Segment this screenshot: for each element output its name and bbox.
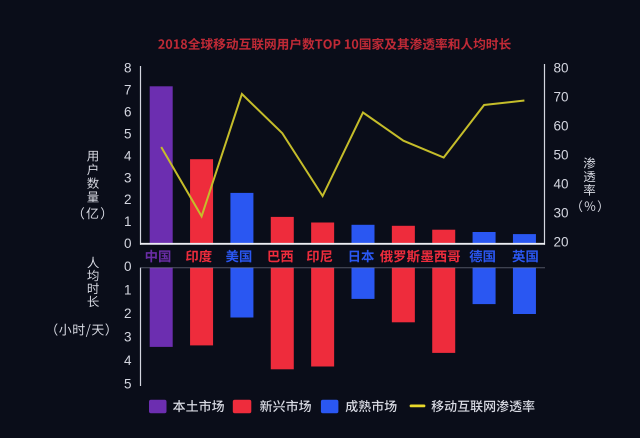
svg-text:5: 5 (124, 377, 132, 392)
svg-text:30: 30 (554, 206, 569, 221)
svg-text:3: 3 (124, 170, 132, 185)
svg-text:0: 0 (124, 236, 132, 251)
svg-text:2: 2 (124, 192, 132, 207)
svg-text:80: 80 (554, 61, 569, 76)
svg-text:7: 7 (124, 83, 132, 98)
svg-text:4: 4 (124, 353, 132, 368)
svg-text:5: 5 (124, 127, 132, 142)
svg-text:1: 1 (124, 282, 132, 297)
svg-text:50: 50 (554, 148, 569, 163)
svg-text:60: 60 (554, 119, 569, 134)
svg-text:2: 2 (124, 306, 132, 321)
svg-text:8: 8 (124, 61, 132, 76)
svg-text:0: 0 (124, 259, 132, 274)
svg-text:20: 20 (554, 235, 569, 250)
svg-text:4: 4 (124, 148, 132, 163)
svg-text:40: 40 (554, 177, 569, 192)
svg-text:1: 1 (124, 214, 132, 229)
svg-text:6: 6 (124, 105, 132, 120)
svg-text:70: 70 (554, 90, 569, 105)
svg-text:3: 3 (124, 329, 132, 344)
